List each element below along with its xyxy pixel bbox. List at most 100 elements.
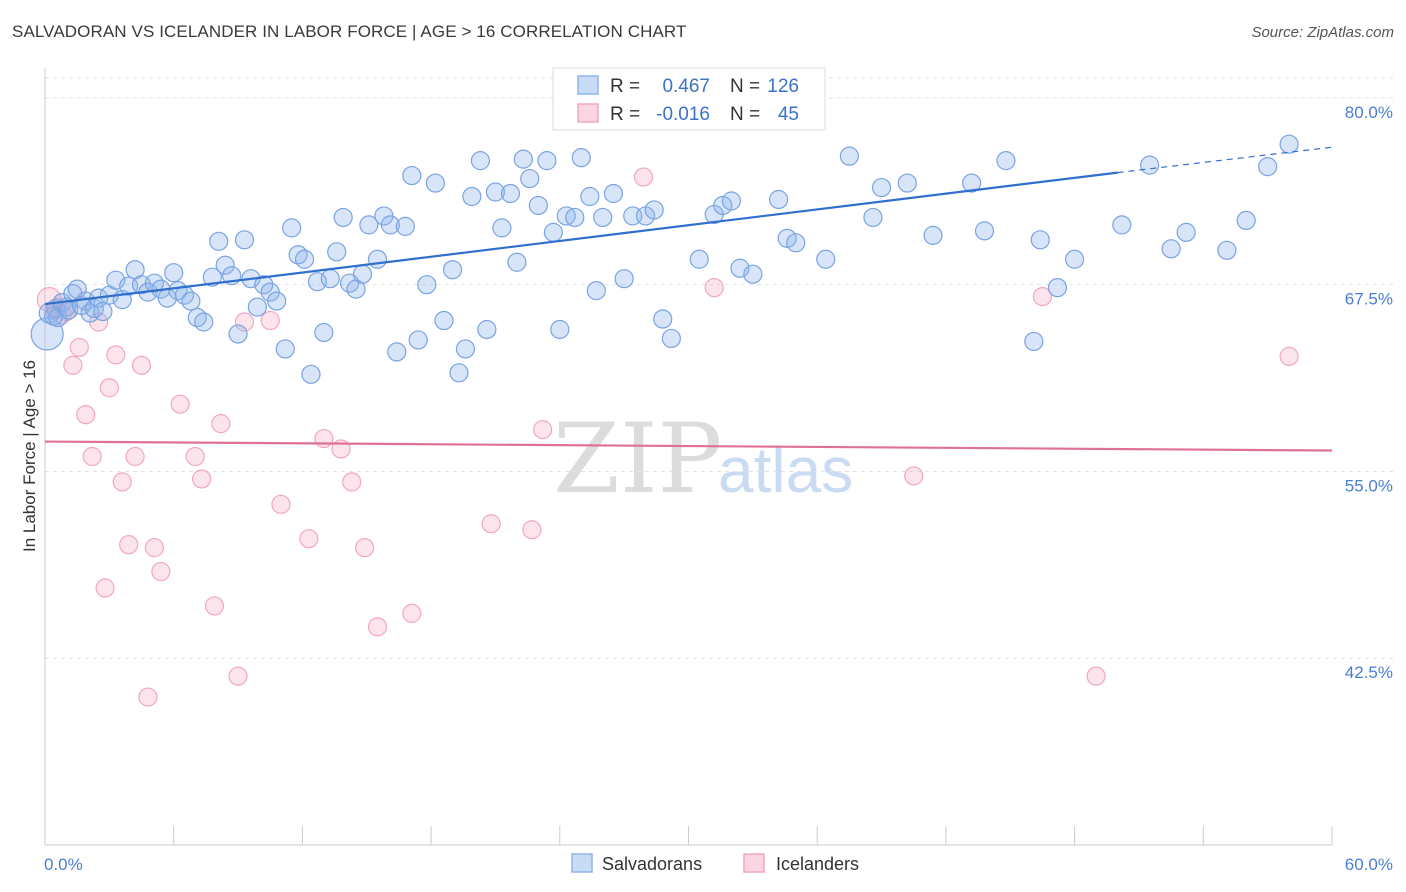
salvadoran-point — [301, 364, 321, 384]
salvadorans-points — [30, 134, 1299, 384]
icelander-point — [69, 337, 89, 358]
salvadoran-point — [580, 186, 600, 207]
salvadoran-point — [777, 228, 797, 248]
salvadoran-point — [380, 215, 400, 235]
legend-swatch-salvadorans — [577, 75, 599, 95]
salvadoran-point — [267, 291, 287, 311]
salvadoran-point — [387, 342, 407, 362]
salvadoran-point — [1279, 134, 1299, 154]
legend-n-value-1: 126 — [767, 76, 799, 97]
icelander-point — [151, 561, 171, 582]
bottom-legend-salvadorans: Salvadorans — [602, 854, 702, 874]
salvadoran-point — [816, 249, 836, 269]
x-tick-max: 60.0% — [1345, 855, 1393, 874]
salvadoran-point — [254, 275, 274, 295]
salvadoran-point — [1258, 157, 1278, 177]
salvadoran-point — [164, 263, 184, 283]
salvadoran-point — [215, 255, 235, 275]
salvadoran-point — [974, 221, 995, 241]
icelander-point — [633, 167, 654, 187]
salvadoran-point — [228, 324, 248, 344]
icelander-point — [99, 378, 119, 398]
salvadoran-point — [449, 363, 469, 383]
salvadoran-point — [1112, 215, 1132, 235]
legend-r-label-1: R = — [610, 76, 640, 97]
salvadoran-point — [425, 173, 445, 193]
salvadoran-point — [1161, 239, 1181, 259]
series-legend: Salvadorans Icelanders — [571, 853, 859, 874]
salvadoran-point — [923, 225, 943, 245]
chart-title: SALVADORAN VS ICELANDER IN LABOR FORCE |… — [12, 22, 687, 41]
salvadoran-point — [275, 339, 295, 359]
salvadoran-point — [768, 189, 789, 210]
legend-n-label-2: N = — [730, 104, 760, 125]
icelander-point — [63, 355, 83, 375]
icelander-point — [144, 538, 164, 558]
watermark-zip: ZIP — [553, 403, 722, 515]
gridlines — [45, 77, 1393, 659]
icelander-point — [185, 446, 205, 467]
salvadoran-point — [402, 165, 422, 186]
salvadoran-point — [314, 322, 334, 343]
bottom-legend-icelanders: Icelanders — [776, 854, 859, 874]
icelander-point — [1032, 287, 1053, 307]
salvadoran-point — [395, 216, 415, 236]
salvadorans-trend-line — [44, 171, 1118, 306]
legend-swatch-icelanders — [577, 103, 599, 123]
salvadorans-trend-extension — [1117, 146, 1333, 174]
salvadoran-point — [653, 309, 673, 329]
icelander-point — [367, 617, 388, 637]
salvadoran-point — [689, 249, 709, 269]
salvadoran-point — [839, 146, 859, 166]
salvadoran-point — [593, 207, 613, 228]
salvadoran-point — [543, 222, 563, 242]
icelander-point — [904, 466, 924, 486]
salvadoran-point — [537, 151, 557, 171]
icelander-point — [125, 446, 145, 467]
salvadoran-point — [352, 264, 373, 284]
salvadoran-point — [644, 200, 664, 220]
salvadoran-point — [333, 207, 353, 228]
salvadoran-point — [1236, 210, 1256, 231]
salvadoran-point — [1064, 249, 1085, 269]
icelander-point — [204, 596, 225, 616]
legend-r-value-2: -0.016 — [656, 104, 710, 125]
trend-lines — [44, 146, 1333, 452]
salvadoran-point — [202, 267, 222, 287]
icelander-point — [191, 469, 212, 489]
salvadoran-point — [550, 319, 570, 340]
salvadoran-point — [234, 230, 255, 250]
salvadoran-point — [470, 151, 491, 171]
y-tick-labels: 42.5% 55.0% 67.5% 80.0% — [1345, 103, 1393, 682]
salvadoran-point — [181, 291, 201, 311]
y-tick-label: 67.5% — [1345, 290, 1393, 309]
y-tick-label: 80.0% — [1345, 103, 1393, 122]
icelander-point — [299, 529, 319, 549]
correlation-legend: R = 0.467 N = 126 R = -0.016 N = 45 — [552, 67, 826, 131]
icelander-point — [533, 420, 553, 440]
icelander-point — [704, 278, 724, 298]
salvadoran-point — [500, 183, 521, 204]
salvadoran-point — [1047, 278, 1068, 298]
icelander-point — [342, 472, 362, 492]
salvadoran-point — [871, 177, 892, 198]
salvadoran-point — [1140, 155, 1160, 175]
icelander-point — [271, 494, 291, 514]
salvadoran-point — [603, 183, 624, 204]
legend-r-value-1: 0.467 — [662, 76, 710, 97]
salvadoran-point — [713, 195, 733, 216]
icelander-point — [402, 603, 422, 623]
salvadoran-point — [320, 269, 340, 289]
source-label: Source: ZipAtlas.com — [1251, 24, 1394, 41]
salvadoran-point — [513, 149, 533, 169]
icelander-point — [82, 446, 102, 467]
salvadoran-point — [462, 186, 482, 207]
salvadoran-point — [996, 151, 1016, 171]
icelander-point — [260, 310, 280, 331]
y-tick-label: 55.0% — [1345, 476, 1393, 495]
salvadoran-point — [507, 252, 527, 272]
icelander-point — [522, 520, 542, 540]
legend-n-value-2: 45 — [778, 104, 799, 125]
salvadoran-point — [520, 168, 540, 189]
